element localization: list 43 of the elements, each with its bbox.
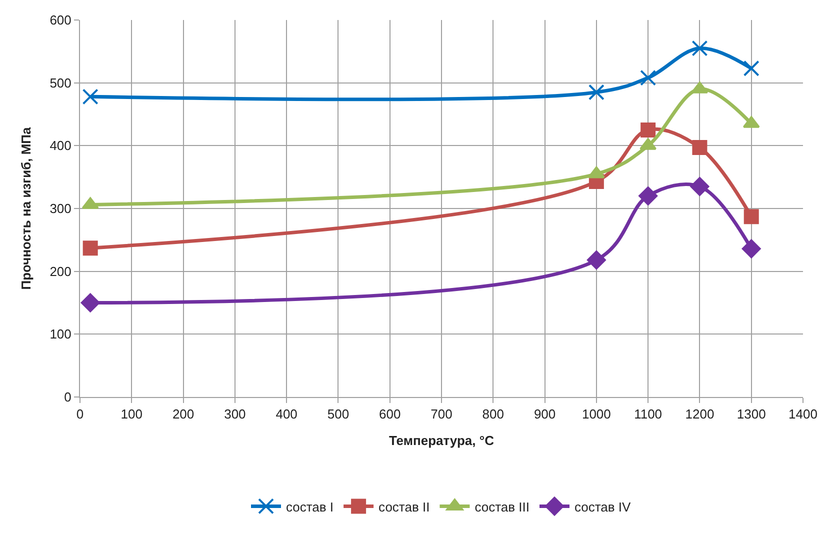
legend-label: состав III: [474, 499, 530, 514]
y-tick-label: 0: [64, 390, 72, 405]
x-tick-label: 600: [379, 406, 401, 422]
y-tick-label: 400: [50, 138, 72, 154]
point: [638, 186, 658, 206]
x-tick-label: 100: [120, 406, 142, 422]
point: [690, 177, 710, 196]
y-tick-label: 100: [50, 326, 72, 342]
legend-label: состав II: [378, 499, 430, 514]
point: [586, 250, 606, 270]
x-tick-label: 200: [172, 406, 194, 422]
x-axis-title: Температура, °C: [389, 433, 495, 448]
x-tick-label: 700: [430, 406, 452, 422]
y-tick-label: 600: [50, 12, 72, 28]
x-tick-label: 400: [276, 406, 298, 422]
point: [744, 209, 759, 224]
x-tick-label: 500: [327, 406, 350, 422]
point: [82, 88, 98, 105]
point: [692, 140, 708, 156]
point: [640, 122, 656, 138]
x-tick-label: 300: [224, 406, 246, 422]
point: [80, 293, 100, 312]
point: [82, 240, 98, 256]
x-tick-label: 900: [534, 406, 556, 422]
y-tick-label: 500: [50, 75, 72, 90]
point: [588, 166, 605, 178]
point: [692, 40, 708, 56]
x-tick-label: 1100: [634, 406, 662, 422]
point: [743, 60, 760, 76]
x-tick-label: 1000: [582, 406, 611, 422]
point: [588, 84, 604, 100]
x-tick-label: 1400: [788, 406, 818, 422]
point: [742, 239, 761, 258]
y-tick-label: 200: [50, 264, 72, 279]
x-tick-label: 1300: [736, 406, 766, 422]
y-axis-title: Прочность на изгиб, МПа: [18, 126, 34, 290]
x-tick-label: 1200: [685, 406, 714, 422]
x-tick-label: 800: [482, 406, 504, 422]
y-tick-label: 300: [50, 201, 72, 216]
x-tick-label: 0: [76, 406, 84, 422]
legend-label: состав IV: [574, 499, 632, 514]
legend-label: состав I: [286, 499, 334, 514]
point: [640, 70, 656, 86]
